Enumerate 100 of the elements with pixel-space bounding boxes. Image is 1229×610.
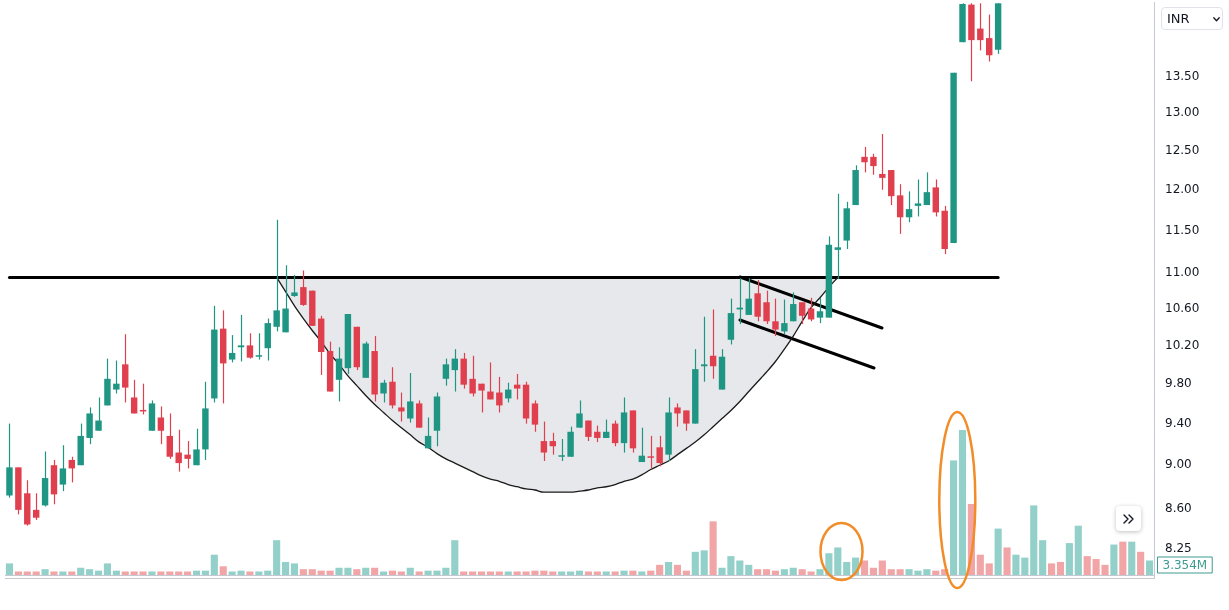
candlestick	[709, 308, 717, 380]
bar	[112, 570, 120, 575]
candlestick	[763, 290, 770, 325]
bar	[834, 547, 842, 575]
bar	[246, 571, 254, 575]
bar	[317, 570, 325, 575]
bar	[1056, 561, 1065, 575]
y-tick-label: 9.00	[1165, 457, 1192, 472]
bar	[210, 554, 218, 575]
bar	[192, 570, 201, 575]
candlestick	[246, 332, 254, 360]
bar	[308, 569, 316, 575]
bar	[932, 570, 940, 575]
candlestick	[95, 396, 102, 432]
bar	[976, 554, 984, 575]
bar	[50, 571, 58, 575]
candlestick	[754, 279, 761, 322]
bar	[682, 570, 690, 575]
bar	[148, 571, 156, 575]
bar	[1030, 505, 1038, 575]
y-tick-label: 13.50	[1165, 69, 1200, 84]
candlestick	[611, 419, 619, 447]
bar	[771, 570, 780, 575]
bar	[1083, 556, 1091, 575]
candlestick	[656, 435, 663, 467]
bar	[1048, 563, 1056, 575]
bar	[896, 569, 904, 575]
candlestick	[683, 409, 690, 432]
candlestick	[531, 399, 539, 433]
bar	[745, 564, 753, 575]
bar	[950, 460, 958, 575]
candlestick	[380, 379, 387, 404]
y-tick-label: 10.20	[1165, 337, 1200, 352]
bar	[1039, 540, 1047, 575]
bar	[451, 540, 459, 575]
y-tick-label: 10.60	[1165, 300, 1200, 315]
bar	[798, 569, 806, 575]
bar	[290, 563, 299, 575]
bar	[1110, 544, 1118, 575]
candlestick	[175, 429, 182, 473]
bar	[299, 569, 307, 575]
candlestick	[914, 178, 922, 218]
candlestick	[157, 405, 165, 445]
candlestick	[540, 420, 548, 462]
bar	[219, 566, 227, 575]
bar	[673, 564, 682, 575]
candlestick	[879, 133, 886, 191]
bar	[575, 570, 584, 575]
candlestick	[291, 274, 298, 298]
bar	[878, 560, 886, 575]
bar	[843, 561, 851, 575]
candlestick	[816, 297, 824, 324]
candlestick	[184, 440, 191, 470]
candlestick	[700, 316, 708, 383]
candlestick	[407, 372, 414, 424]
candlestick	[870, 153, 877, 176]
candlestick	[647, 435, 654, 470]
candlestick	[674, 402, 681, 428]
bar	[665, 561, 673, 575]
candlestick	[166, 412, 173, 460]
candlestick	[130, 379, 138, 415]
bar	[736, 560, 744, 575]
candlestick	[300, 269, 307, 307]
bar	[201, 570, 209, 575]
bar	[647, 570, 655, 575]
candlestick	[469, 355, 476, 398]
candlestick	[896, 183, 904, 235]
bar	[780, 569, 788, 575]
candlestick	[745, 277, 752, 316]
bar	[1145, 560, 1154, 575]
candlestick	[576, 399, 583, 429]
bar	[958, 430, 967, 575]
candlestick	[424, 416, 432, 449]
bar	[282, 561, 290, 575]
bar	[103, 563, 111, 575]
bar	[1119, 541, 1127, 575]
bar	[77, 567, 85, 575]
y-tick-label: 8.25	[1165, 540, 1192, 555]
bar	[869, 567, 877, 575]
bar	[86, 569, 94, 575]
currency-menu: INR	[1161, 7, 1223, 30]
candlestick	[986, 13, 993, 63]
candlestick	[273, 219, 280, 333]
candlestick	[781, 298, 788, 335]
bar	[326, 570, 334, 575]
candlestick	[834, 193, 842, 280]
bar	[629, 570, 637, 575]
y-tick-label: 9.40	[1165, 415, 1192, 430]
bar	[762, 569, 771, 575]
bar	[985, 563, 993, 575]
candlestick	[228, 334, 236, 364]
bar	[388, 570, 397, 575]
candlestick	[496, 376, 503, 414]
candlestick	[193, 428, 200, 466]
bar	[1137, 551, 1145, 575]
candlestick	[122, 333, 129, 404]
candlestick	[861, 146, 868, 173]
bar	[620, 570, 628, 575]
candlestick	[558, 438, 565, 462]
y-tick-label: 9.80	[1165, 375, 1192, 390]
